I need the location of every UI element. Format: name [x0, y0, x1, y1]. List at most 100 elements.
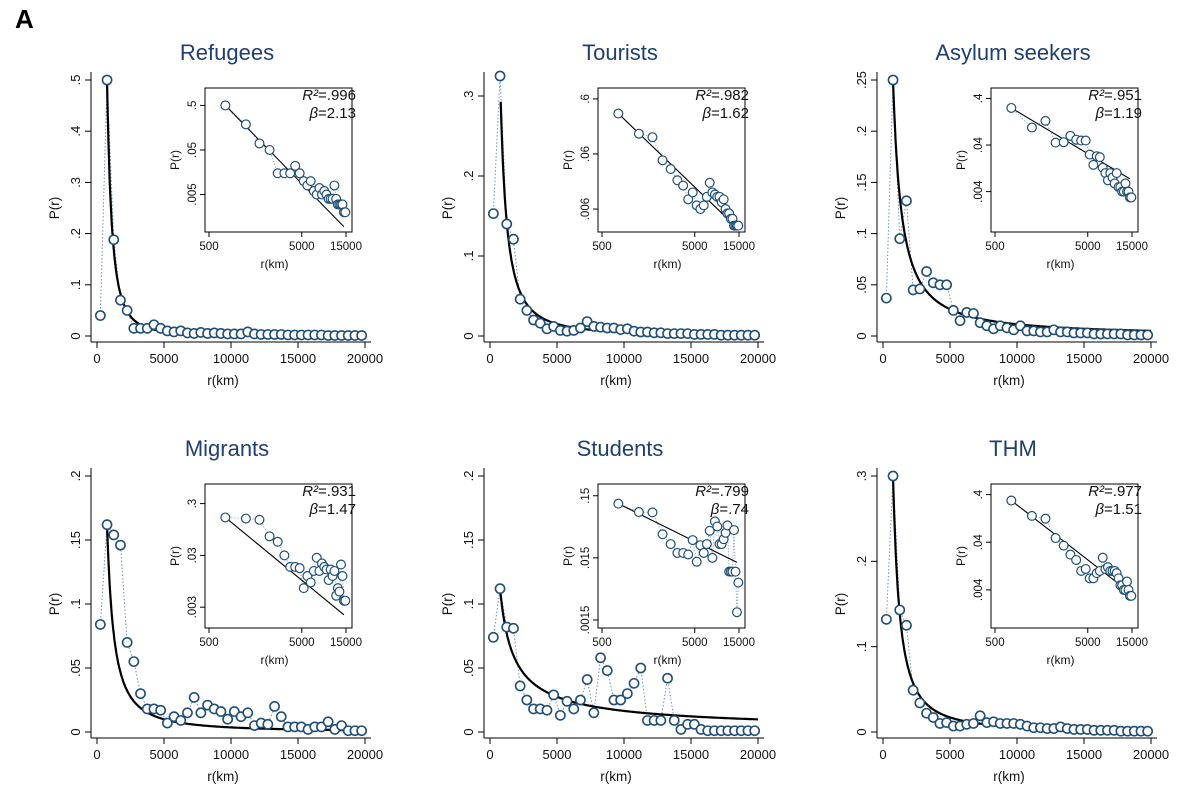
- inset-y-tick-label: .5: [187, 101, 199, 111]
- y-axis-label: P(r): [440, 197, 455, 220]
- inset-data-point: [613, 108, 624, 119]
- x-axis-label: r(km): [600, 769, 631, 784]
- r-squared-symbol: R²: [302, 87, 319, 104]
- x-tick-label: 20000: [347, 351, 383, 366]
- inset-frame: [990, 483, 1139, 629]
- chart-canvas: Tourists 0 .1 .2 .3 0 5000 10000 15000 20000 r(km)…: [440, 40, 776, 388]
- beta-label: β=1.47: [308, 501, 356, 518]
- data-point: [954, 315, 966, 327]
- inset-data-point: [647, 132, 658, 143]
- inset-data-point: [329, 565, 340, 576]
- inset-data-point: [712, 521, 723, 532]
- inset-y-tick-label: .4: [973, 93, 985, 103]
- inset-x-tick-label: 5000: [289, 241, 315, 253]
- x-axis-label: r(km): [993, 769, 1024, 784]
- y-tick-label: .2: [68, 228, 83, 239]
- beta-symbol: β: [710, 501, 720, 518]
- inset-data-point: [665, 164, 676, 175]
- data-point: [182, 707, 193, 719]
- y-tick-label: .3: [854, 471, 869, 482]
- data-point: [901, 619, 912, 631]
- inset-y-axis-label: P(r): [561, 150, 575, 170]
- inset-x-axis-label: r(km): [654, 653, 682, 667]
- r-squared-symbol: R²: [1088, 87, 1105, 104]
- inset-data-point: [704, 525, 715, 536]
- y-tick-label: .05: [68, 659, 83, 677]
- data-point: [101, 74, 113, 86]
- x-tick-label: 10000: [213, 747, 249, 762]
- data-point: [121, 636, 133, 648]
- r-squared-label: R²=.977: [1088, 483, 1142, 500]
- r-squared-symbol: R²: [695, 87, 712, 104]
- inset-data-point: [1097, 552, 1108, 563]
- data-point: [927, 712, 939, 723]
- inset-data-point: [337, 571, 348, 582]
- inset-data-point: [1058, 540, 1069, 551]
- inset-data-point: [220, 100, 231, 111]
- inset-data-point: [1080, 563, 1091, 574]
- inset-plot: .006 .06 .6 500 5000 15000 r(km) P(r) R²=.982β=1…: [561, 87, 755, 271]
- chart-asylum-seekers: Asylum seekers 0 .05 .1 .15 .2 .25 0 5000 10000 15…: [786, 0, 1179, 396]
- inset-data-point: [254, 514, 265, 525]
- data-point: [128, 656, 140, 667]
- inset-data-point: [305, 577, 316, 588]
- data-point: [568, 703, 580, 715]
- y-tick-label: .3: [461, 91, 476, 102]
- r-squared-symbol: R²: [695, 483, 712, 500]
- data-point: [554, 709, 566, 721]
- data-point: [880, 292, 892, 304]
- data-point: [242, 707, 254, 719]
- inset-x-tick-label: 15000: [1116, 637, 1148, 649]
- x-tick-label: 5000: [543, 747, 572, 762]
- inset-data-point: [294, 563, 305, 574]
- inset-y-axis-label: P(r): [561, 546, 575, 566]
- inset-x-tick-label: 5000: [682, 637, 708, 649]
- inset-data-point: [1040, 115, 1051, 126]
- inset-data-point: [1050, 533, 1061, 544]
- data-point: [662, 672, 673, 684]
- x-tick-label: 0: [879, 747, 886, 762]
- inset-y-axis-label: P(r): [954, 150, 968, 170]
- data-point: [901, 195, 912, 207]
- data-point: [508, 233, 519, 245]
- data-point: [135, 688, 146, 699]
- inset-data-point: [733, 220, 744, 231]
- y-tick-label: .05: [854, 276, 869, 294]
- beta-value: =.74: [719, 501, 749, 518]
- x-axis-label: r(km): [600, 373, 631, 388]
- inset-x-axis-label: r(km): [1047, 257, 1075, 271]
- x-tick-label: 15000: [673, 351, 709, 366]
- inset-plot: .004 .04 .4 500 5000 15000 r(km) P(r) R²=.977β=1…: [954, 483, 1148, 667]
- inset-data-point: [707, 552, 718, 563]
- y-tick-label: 0: [68, 728, 83, 735]
- inset-data-point: [279, 550, 290, 561]
- inset-y-tick-label: .03: [187, 547, 199, 563]
- inset-data-point: [698, 547, 709, 558]
- data-point: [501, 218, 513, 230]
- data-point: [222, 713, 234, 725]
- inset-data-point: [698, 200, 709, 211]
- inset-plot: .005 .05 .5 500 5000 15000 r(km) P(r) R²=.996β=2…: [168, 87, 362, 271]
- inset-data-point: [647, 507, 658, 518]
- data-point: [101, 519, 113, 531]
- inset-x-tick-label: 15000: [723, 241, 755, 253]
- chart-migrants: Migrants 0 .05 .1 .15 .2 0 5000 10000 15000 20000 r…: [0, 396, 393, 792]
- r-squared-symbol: R²: [302, 483, 319, 500]
- x-axis-label: r(km): [207, 769, 238, 784]
- inset-data-point: [264, 531, 275, 542]
- inset-data-point: [294, 168, 305, 179]
- data-point: [581, 674, 593, 685]
- inset-data-point: [701, 539, 712, 550]
- inset-data-point: [633, 507, 644, 518]
- inset-y-tick-label: .015: [580, 547, 592, 569]
- inset-x-tick-label: 5000: [289, 637, 315, 649]
- chart-students: Students 0 .05 .1 .15 .2 0 5000 10000 15000 20000 r…: [393, 396, 786, 792]
- data-point: [356, 725, 368, 737]
- data-point: [508, 622, 519, 634]
- inset-y-tick-label: .004: [973, 180, 985, 203]
- inset-fit-line: [1011, 107, 1131, 180]
- inset-data-point: [285, 168, 296, 179]
- x-tick-label: 10000: [606, 747, 642, 762]
- beta-value: =1.51: [1104, 501, 1142, 518]
- inset-data-point: [1026, 510, 1037, 521]
